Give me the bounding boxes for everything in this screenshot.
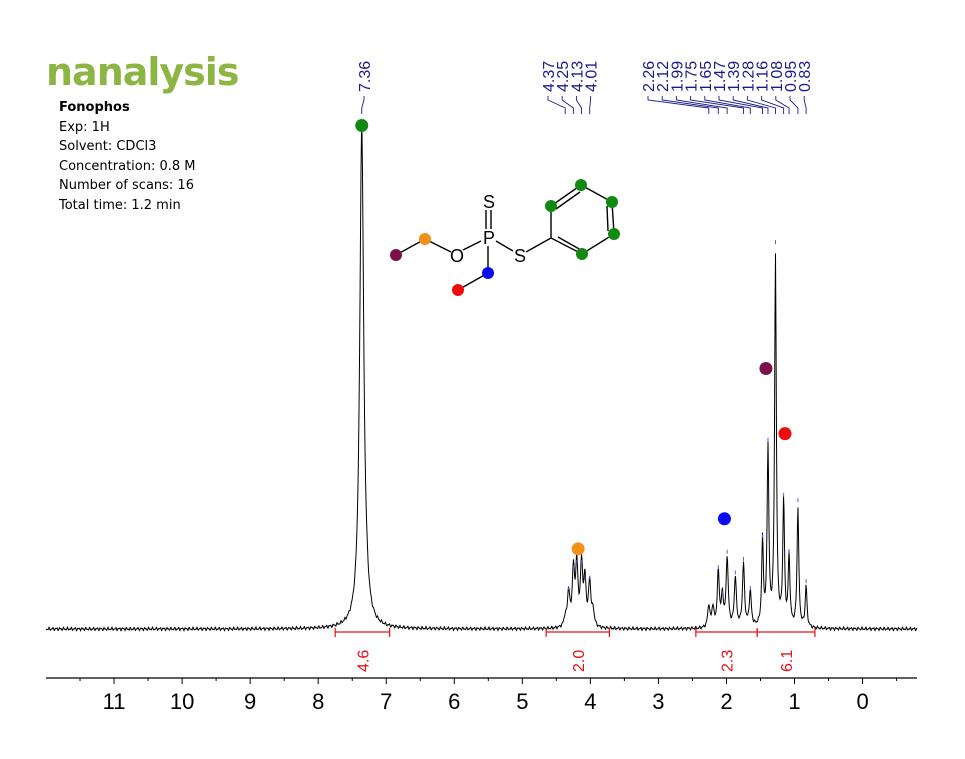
marker-ch3-ethoxy: [390, 249, 402, 261]
peak-label-leader: [789, 96, 799, 114]
peak-label: 1.16: [755, 61, 772, 92]
peak-label: 2.26: [641, 61, 658, 92]
peak-label: 2.12: [655, 61, 672, 92]
solvent: Solvent: CDCl3: [59, 139, 157, 154]
molecule-markers: [390, 179, 620, 296]
peak-label: 4.37: [541, 61, 558, 92]
marker-aromatic: [575, 179, 587, 191]
spectrum-trace: [45, 131, 918, 632]
peak-label: 1.47: [712, 61, 729, 92]
x-tick-label: 3: [652, 689, 664, 714]
atom-s-double: S: [483, 192, 495, 212]
peak-label: 1.28: [740, 61, 757, 92]
marker-och2: [419, 233, 431, 245]
number-of-scans: Number of scans: 16: [59, 178, 194, 193]
total-time: Total time: 1.2 min: [59, 197, 181, 213]
peak-label: 1.65: [698, 61, 715, 92]
peak-label: 7.36: [357, 61, 374, 92]
peak-label-leader: [718, 96, 763, 114]
peak-label-leader: [761, 96, 785, 114]
x-tick-label: 1: [788, 689, 800, 714]
peak-label-layer: 7.36 4.374.254.134.01 2.262.121.991.751.65…: [357, 61, 814, 114]
peak-label: 1.39: [726, 61, 743, 92]
peak-assignment-marker: [571, 542, 585, 556]
bond: [495, 240, 514, 252]
peak-label: 4.25: [555, 61, 572, 92]
peak-label-leader: [661, 96, 719, 114]
peak-label-leader: [547, 96, 566, 114]
nanalysis-logo: nanalysis: [46, 50, 239, 94]
peak-assignment-marker: [717, 512, 731, 526]
ring-double-bond: [555, 191, 581, 210]
peak-label-leader: [647, 96, 710, 114]
integral-value: 2.0: [571, 650, 588, 672]
marker-pch2: [482, 267, 494, 279]
ring-double-bond: [606, 205, 609, 232]
x-axis: 11 10 9 8 7 6 5 4 3 2 1 0: [46, 677, 917, 714]
sample-info: Fonophos Exp: 1H Solvent: CDCl3 Concentr…: [59, 98, 196, 215]
ring-double-bond: [557, 236, 582, 251]
atom-o: O: [450, 246, 464, 266]
experiment-type: Exp: 1H: [59, 119, 110, 135]
spectrum-layer: [45, 131, 918, 632]
peak-label: 4.01: [584, 61, 601, 92]
marker-ch3-pethyl: [452, 284, 464, 296]
peak-assignment-marker: [759, 361, 773, 375]
x-tick-label: 11: [103, 689, 126, 714]
bond: [462, 240, 482, 251]
marker-aromatic: [545, 200, 557, 212]
x-tick-label: 0: [856, 689, 868, 714]
marker-aromatic: [576, 248, 588, 260]
peak-label-leader: [561, 96, 574, 114]
peak-label: 4.13: [569, 61, 586, 92]
marker-aromatic: [608, 228, 620, 240]
peak-label-leader: [575, 96, 582, 114]
peak-label: 1.99: [669, 61, 686, 92]
peak-marker-layer: [355, 118, 792, 556]
peak-label-leader: [803, 96, 807, 114]
peak-label: 1.75: [684, 61, 701, 92]
peak-label-leader: [704, 96, 751, 114]
integral-layer: 4.6 2.0 2.3 6.1: [334, 628, 816, 672]
integral-value: 6.1: [779, 650, 796, 672]
peak-label: 0.83: [797, 61, 814, 92]
peak-label-leader: [675, 96, 728, 114]
x-tick-label: 2: [720, 689, 732, 714]
peak-label: 1.08: [769, 61, 786, 92]
x-tick-label: 7: [380, 689, 392, 714]
peak-label-leader: [690, 96, 744, 114]
peak-label-leader: [589, 96, 592, 114]
benzene-ring: [550, 184, 615, 255]
atom-p: P: [483, 228, 495, 248]
peak-label-leader: [775, 96, 790, 114]
compound-name: Fonophos: [59, 100, 130, 115]
marker-aromatic: [606, 196, 618, 208]
x-tick-label: 6: [448, 689, 460, 714]
peak-label-leader: [746, 96, 776, 114]
peak-label: 0.95: [783, 61, 800, 92]
x-tick-label: 8: [312, 689, 324, 714]
x-tick-label: 9: [244, 689, 256, 714]
x-tick-label: 5: [516, 689, 528, 714]
integral-value: 4.6: [355, 650, 372, 672]
peak-label-leader: [732, 96, 769, 114]
atom-s-thio: S: [514, 246, 526, 266]
bond: [525, 237, 552, 253]
peak-assignment-marker: [355, 118, 369, 132]
concentration: Concentration: 0.8 M: [59, 158, 196, 174]
x-tick-label: 10: [170, 689, 194, 714]
peak-assignment-marker: [778, 427, 792, 441]
peak-label-leader: [361, 96, 365, 114]
x-tick-label: 4: [584, 689, 596, 714]
integral-value: 2.3: [719, 650, 736, 672]
